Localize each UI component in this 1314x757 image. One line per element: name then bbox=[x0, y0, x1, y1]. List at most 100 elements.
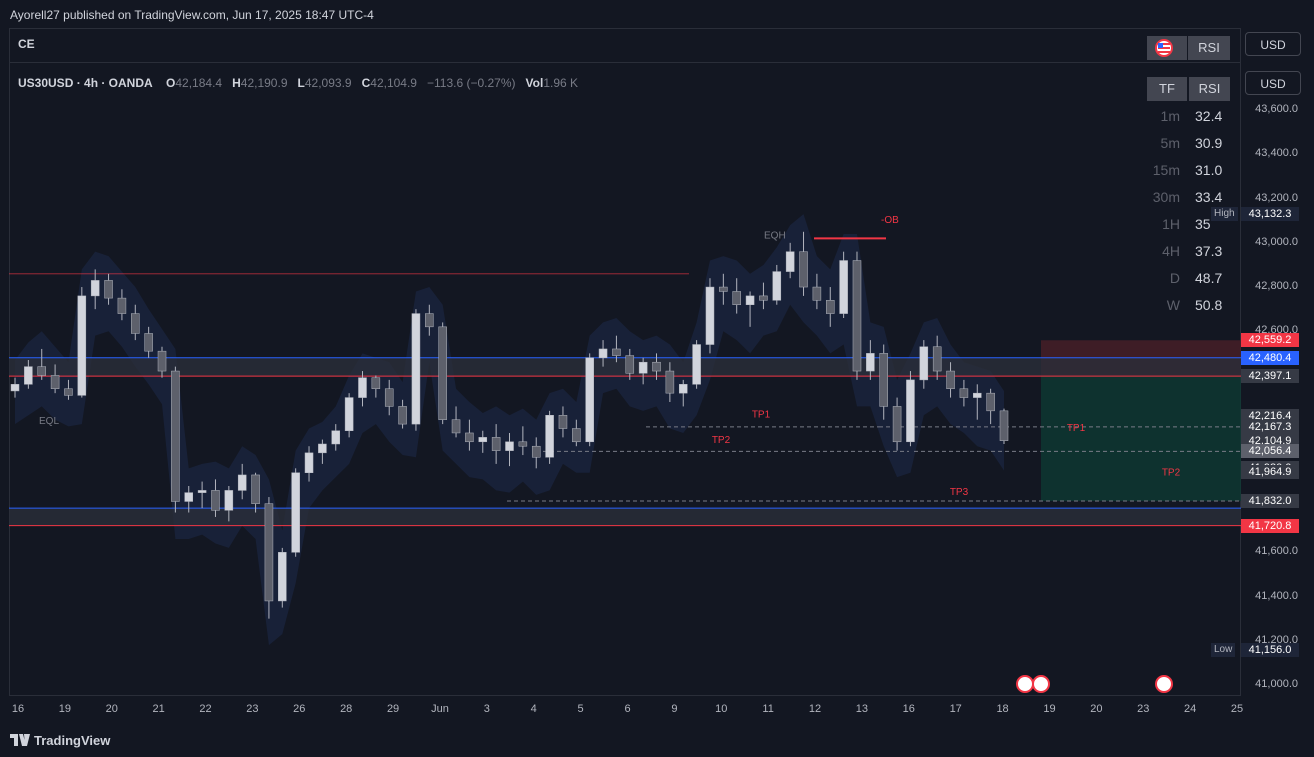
candle-body bbox=[799, 251, 808, 288]
annotation-tp3: TP3 bbox=[950, 487, 969, 498]
time-tick: 5 bbox=[577, 703, 584, 715]
price-label: 42,559.2 bbox=[1241, 333, 1299, 348]
candle-body bbox=[304, 452, 314, 473]
price-label: 42,167.3 bbox=[1241, 419, 1299, 434]
high-label: H bbox=[232, 76, 241, 90]
vol-label: Vol bbox=[525, 76, 544, 90]
tp1-label-right: TP1 bbox=[1067, 423, 1086, 434]
time-axis[interactable]: 16 19 20 21 22 23 26 28 29 Jun 3 4 5 6 9 10 11 12 13 16 17 18… bbox=[9, 697, 1244, 721]
top-bar: Ayorell27 published on TradingView.com, … bbox=[0, 0, 1314, 28]
mini-rsi-button[interactable]: RSI bbox=[1188, 36, 1230, 60]
price-label: 41,720.8 bbox=[1241, 518, 1299, 533]
candle-body bbox=[986, 392, 995, 412]
candle-body bbox=[184, 492, 194, 502]
candle-body bbox=[344, 397, 354, 431]
mini-flag-button[interactable] bbox=[1147, 36, 1187, 60]
price-tick: 43,200.0 bbox=[1255, 191, 1298, 204]
price-label: 42,104.9 bbox=[1241, 433, 1299, 448]
take-profit-box bbox=[1041, 376, 1241, 502]
candle-body bbox=[625, 355, 635, 374]
tradingview-logo-icon bbox=[10, 734, 30, 746]
mini-indicator-pane bbox=[9, 28, 1241, 63]
annotation-ob: -OB bbox=[881, 215, 899, 226]
rsi-row-timeframe: 5m bbox=[1160, 135, 1180, 151]
rsi-row-value: 37.3 bbox=[1195, 243, 1223, 259]
time-tick: 19 bbox=[58, 703, 71, 715]
time-tick: 9 bbox=[671, 703, 678, 715]
open-value: 42,184.4 bbox=[175, 76, 223, 90]
candle-body bbox=[973, 392, 982, 398]
price-tick: 41,600.0 bbox=[1255, 545, 1298, 558]
change-value: −113.6 (−0.27%) bbox=[427, 76, 516, 90]
candle-body bbox=[10, 384, 20, 392]
time-tick: 28 bbox=[340, 703, 353, 715]
candle-body bbox=[652, 361, 661, 372]
candle-body bbox=[879, 353, 888, 407]
ohlc-legend: US30USD · 4h · OANDA O42,184.4 H42,190.9… bbox=[18, 76, 578, 90]
economic-event-flag-icon bbox=[1155, 675, 1173, 693]
candle-body bbox=[24, 366, 33, 385]
candle-body bbox=[906, 379, 915, 443]
rsi-row: 4H 37.3 bbox=[1150, 243, 1230, 263]
time-tick: 11 bbox=[762, 703, 774, 715]
annotation-tp2: TP2 bbox=[712, 435, 731, 446]
candle-body bbox=[692, 344, 701, 385]
time-tick: 16 bbox=[11, 703, 25, 715]
price-label: 41,156.0 bbox=[1241, 643, 1299, 658]
candle-body bbox=[197, 490, 207, 493]
price-label: 43,132.3 bbox=[1241, 206, 1299, 221]
annotation-eqh: EQH bbox=[764, 230, 786, 241]
candle-body bbox=[171, 370, 180, 502]
price-tick: 41,000.0 bbox=[1255, 677, 1298, 690]
candle-body bbox=[825, 300, 835, 314]
time-tick: 18 bbox=[996, 703, 1009, 715]
candle-body bbox=[104, 280, 113, 299]
candle-body bbox=[812, 286, 822, 301]
candle-body bbox=[398, 406, 407, 425]
candle-body bbox=[745, 295, 755, 305]
currency-button-top[interactable]: USD bbox=[1245, 32, 1301, 56]
candle-body bbox=[598, 348, 608, 359]
price-chart[interactable]: EQL EQH -OB TP1 TP2 TP3 TP1 TP2 bbox=[9, 66, 1241, 696]
time-tick: 26 bbox=[293, 703, 306, 715]
rsi-row: D 48.7 bbox=[1150, 270, 1230, 290]
price-axis[interactable]: 41,000.0 41,200.0 41,400.0 41,600.0 42,600.0… bbox=[1241, 66, 1314, 696]
candle-body bbox=[318, 443, 327, 454]
candle-body bbox=[358, 377, 367, 398]
price-tick: 41,200.0 bbox=[1255, 633, 1298, 646]
candle-body bbox=[438, 326, 447, 420]
close-label: C bbox=[361, 76, 371, 90]
rsi-row-timeframe: 15m bbox=[1152, 162, 1180, 178]
low-label: L bbox=[297, 76, 305, 90]
candle-body bbox=[959, 388, 969, 398]
candle-body bbox=[291, 472, 300, 553]
candle-body bbox=[278, 552, 287, 602]
candle-body bbox=[384, 388, 394, 407]
candle-body bbox=[37, 366, 46, 376]
low-value: 42,093.9 bbox=[304, 76, 352, 90]
candle-body bbox=[251, 474, 260, 504]
price-tick: 42,800.0 bbox=[1255, 280, 1298, 293]
price-label: 41,964.9 bbox=[1241, 464, 1299, 479]
price-label: 42,480.4 bbox=[1241, 350, 1299, 365]
rsi-row-timeframe: 1m bbox=[1160, 108, 1180, 124]
candle-body bbox=[131, 313, 140, 334]
candle-body bbox=[839, 260, 848, 314]
time-tick: 19 bbox=[1043, 703, 1056, 715]
time-tick: 25 bbox=[1230, 703, 1244, 715]
candle-body bbox=[237, 474, 247, 491]
annotation-eql: EQL bbox=[39, 416, 59, 427]
candle-body bbox=[999, 410, 1009, 441]
currency-button[interactable]: USD bbox=[1245, 71, 1301, 95]
time-tick: 13 bbox=[855, 703, 869, 715]
rsi-row-value: 33.4 bbox=[1195, 189, 1223, 205]
rsi-row: 1m 32.4 bbox=[1150, 108, 1230, 128]
price-tag-low: Low bbox=[1211, 643, 1236, 658]
candle-body bbox=[585, 357, 594, 443]
time-tick: 29 bbox=[386, 703, 400, 715]
candle-body bbox=[425, 313, 434, 328]
time-tick: 20 bbox=[1090, 703, 1103, 715]
tradingview-brand: TradingView bbox=[34, 733, 111, 748]
time-tick: 16 bbox=[902, 703, 915, 715]
candle-body bbox=[866, 353, 875, 372]
